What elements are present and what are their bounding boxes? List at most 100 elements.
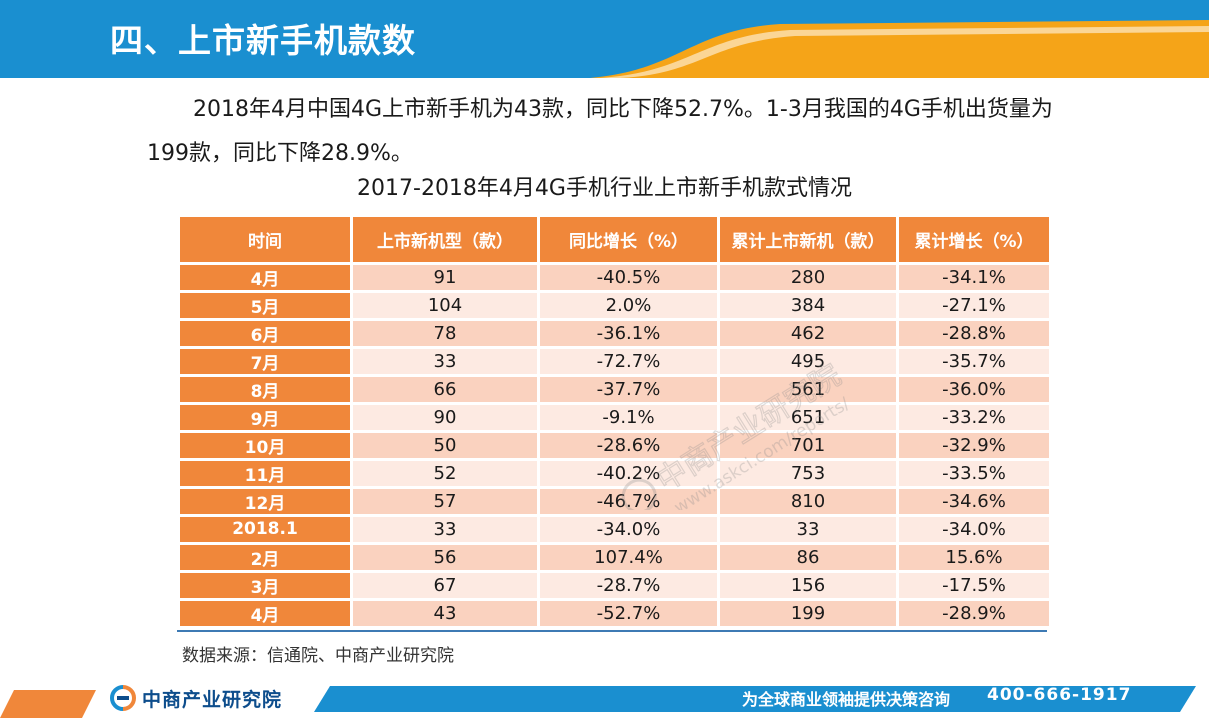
cell-cumulative-models: 199 — [720, 600, 896, 626]
table-row: 9月 90 -9.1% 651 -33.2% — [180, 405, 1049, 430]
cell-time: 4月 — [180, 600, 350, 626]
data-source: 数据来源：信通院、中商产业研究院 — [182, 646, 454, 666]
cell-time: 10月 — [180, 433, 350, 458]
cell-cumulative-growth: -33.5% — [899, 461, 1049, 486]
cell-time: 9月 — [180, 405, 350, 430]
cell-cumulative-models: 810 — [720, 489, 896, 514]
cell-cumulative-growth: 15.6% — [899, 544, 1049, 570]
cell-yoy-growth: 2.0% — [540, 293, 717, 318]
header-band: 四、上市新手机款数 — [0, 0, 1209, 80]
table-row: 3月 67 -28.7% 156 -17.5% — [180, 572, 1049, 598]
cell-yoy-growth: -9.1% — [540, 405, 717, 430]
cell-new-models: 57 — [353, 489, 537, 514]
cell-time: 3月 — [180, 572, 350, 598]
cell-time: 11月 — [180, 461, 350, 486]
cell-new-models: 67 — [353, 572, 537, 598]
cell-time: 4月 — [180, 265, 350, 290]
cell-yoy-growth: -40.2% — [540, 461, 717, 486]
cell-new-models: 43 — [353, 600, 537, 626]
cell-yoy-growth: -72.7% — [540, 349, 717, 374]
table-header-row: 时间 上市新机型（款） 同比增长（%） 累计上市新机（款） 累计增长（%） — [180, 217, 1049, 262]
cell-cumulative-growth: -28.9% — [899, 600, 1049, 626]
table-row: 4月 43 -52.7% 199 -28.9% — [180, 600, 1049, 626]
table-row: 8月 66 -37.7% 561 -36.0% — [180, 377, 1049, 402]
cell-yoy-growth: -37.7% — [540, 377, 717, 402]
cell-new-models: 33 — [353, 517, 537, 542]
cell-cumulative-models: 753 — [720, 461, 896, 486]
cell-time: 8月 — [180, 377, 350, 402]
source-divider — [177, 630, 1047, 632]
cell-cumulative-growth: -34.6% — [899, 489, 1049, 514]
cell-time: 7月 — [180, 349, 350, 374]
cell-cumulative-growth: -34.1% — [899, 265, 1049, 290]
cell-yoy-growth: -28.6% — [540, 433, 717, 458]
cell-yoy-growth: -40.5% — [540, 265, 717, 290]
table-row: 12月 57 -46.7% 810 -34.6% — [180, 489, 1049, 514]
cell-cumulative-models: 33 — [720, 517, 896, 542]
cell-new-models: 52 — [353, 461, 537, 486]
intro-paragraph: 2018年4月中国4G上市新手机为43款，同比下降52.7%。1-3月我国的4G… — [147, 88, 1067, 176]
cell-new-models: 91 — [353, 265, 537, 290]
cell-cumulative-growth: -32.9% — [899, 433, 1049, 458]
table-body: 4月 91 -40.5% 280 -34.1% 5月 104 2.0% 384 -27.1% 6月 7… — [180, 265, 1049, 626]
data-table: 时间 上市新机型（款） 同比增长（%） 累计上市新机（款） 累计增长（%） 4月… — [177, 214, 1052, 629]
cell-cumulative-growth: -17.5% — [899, 572, 1049, 598]
header-cell-time: 时间 — [180, 217, 350, 262]
cell-yoy-growth: -28.7% — [540, 572, 717, 598]
table-row: 6月 78 -36.1% 462 -28.8% — [180, 321, 1049, 346]
cell-time: 2018.1 — [180, 517, 350, 542]
cell-cumulative-models: 86 — [720, 544, 896, 570]
cell-cumulative-models: 561 — [720, 377, 896, 402]
brand-logo-icon — [110, 685, 136, 711]
table-row: 11月 52 -40.2% 753 -33.5% — [180, 461, 1049, 486]
intro-text: 2018年4月中国4G上市新手机为43款，同比下降52.7%。1-3月我国的4G… — [147, 97, 1053, 166]
header-cell-cumulative-models: 累计上市新机（款） — [720, 217, 896, 262]
cell-time: 5月 — [180, 293, 350, 318]
cell-yoy-growth: -34.0% — [540, 517, 717, 542]
cell-cumulative-models: 495 — [720, 349, 896, 374]
cell-cumulative-growth: -34.0% — [899, 517, 1049, 542]
cell-time: 12月 — [180, 489, 350, 514]
table-row: 10月 50 -28.6% 701 -32.9% — [180, 433, 1049, 458]
table-caption: 2017-2018年4月4G手机行业上市新手机款式情况 — [357, 176, 852, 201]
cell-cumulative-growth: -35.7% — [899, 349, 1049, 374]
table-row: 2018.1 33 -34.0% 33 -34.0% — [180, 517, 1049, 542]
cell-cumulative-models: 384 — [720, 293, 896, 318]
footer-phone: 400-666-1917 — [987, 685, 1132, 705]
footer-background — [0, 686, 1196, 718]
footer-logo: 中商产业研究院 — [110, 684, 282, 712]
cell-cumulative-models: 156 — [720, 572, 896, 598]
cell-new-models: 78 — [353, 321, 537, 346]
cell-new-models: 50 — [353, 433, 537, 458]
footer-logo-text: 中商产业研究院 — [142, 688, 283, 711]
header-background — [0, 0, 1209, 78]
footer-band: 中商产业研究院 为全球商业领袖提供决策咨询 400-666-1917 — [0, 682, 1209, 718]
cell-cumulative-models: 462 — [720, 321, 896, 346]
cell-yoy-growth: -36.1% — [540, 321, 717, 346]
cell-cumulative-growth: -28.8% — [899, 321, 1049, 346]
table-row: 7月 33 -72.7% 495 -35.7% — [180, 349, 1049, 374]
cell-cumulative-models: 701 — [720, 433, 896, 458]
cell-new-models: 104 — [353, 293, 537, 318]
table-row: 5月 104 2.0% 384 -27.1% — [180, 293, 1049, 318]
cell-yoy-growth: -46.7% — [540, 489, 717, 514]
cell-cumulative-growth: -33.2% — [899, 405, 1049, 430]
table-row: 4月 91 -40.5% 280 -34.1% — [180, 265, 1049, 290]
footer-slogan: 为全球商业领袖提供决策咨询 — [742, 690, 951, 709]
cell-new-models: 56 — [353, 544, 537, 570]
cell-new-models: 33 — [353, 349, 537, 374]
cell-yoy-growth: 107.4% — [540, 544, 717, 570]
table-row: 2月 56 107.4% 86 15.6% — [180, 544, 1049, 570]
cell-time: 6月 — [180, 321, 350, 346]
cell-new-models: 66 — [353, 377, 537, 402]
header-cell-new-models: 上市新机型（款） — [353, 217, 537, 262]
header-cell-cumulative-growth: 累计增长（%） — [899, 217, 1049, 262]
header-cell-yoy-growth: 同比增长（%） — [540, 217, 717, 262]
cell-new-models: 90 — [353, 405, 537, 430]
cell-cumulative-models: 280 — [720, 265, 896, 290]
page-title: 四、上市新手机款数 — [110, 21, 416, 60]
cell-time: 2月 — [180, 544, 350, 570]
cell-cumulative-models: 651 — [720, 405, 896, 430]
cell-yoy-growth: -52.7% — [540, 600, 717, 626]
cell-cumulative-growth: -36.0% — [899, 377, 1049, 402]
